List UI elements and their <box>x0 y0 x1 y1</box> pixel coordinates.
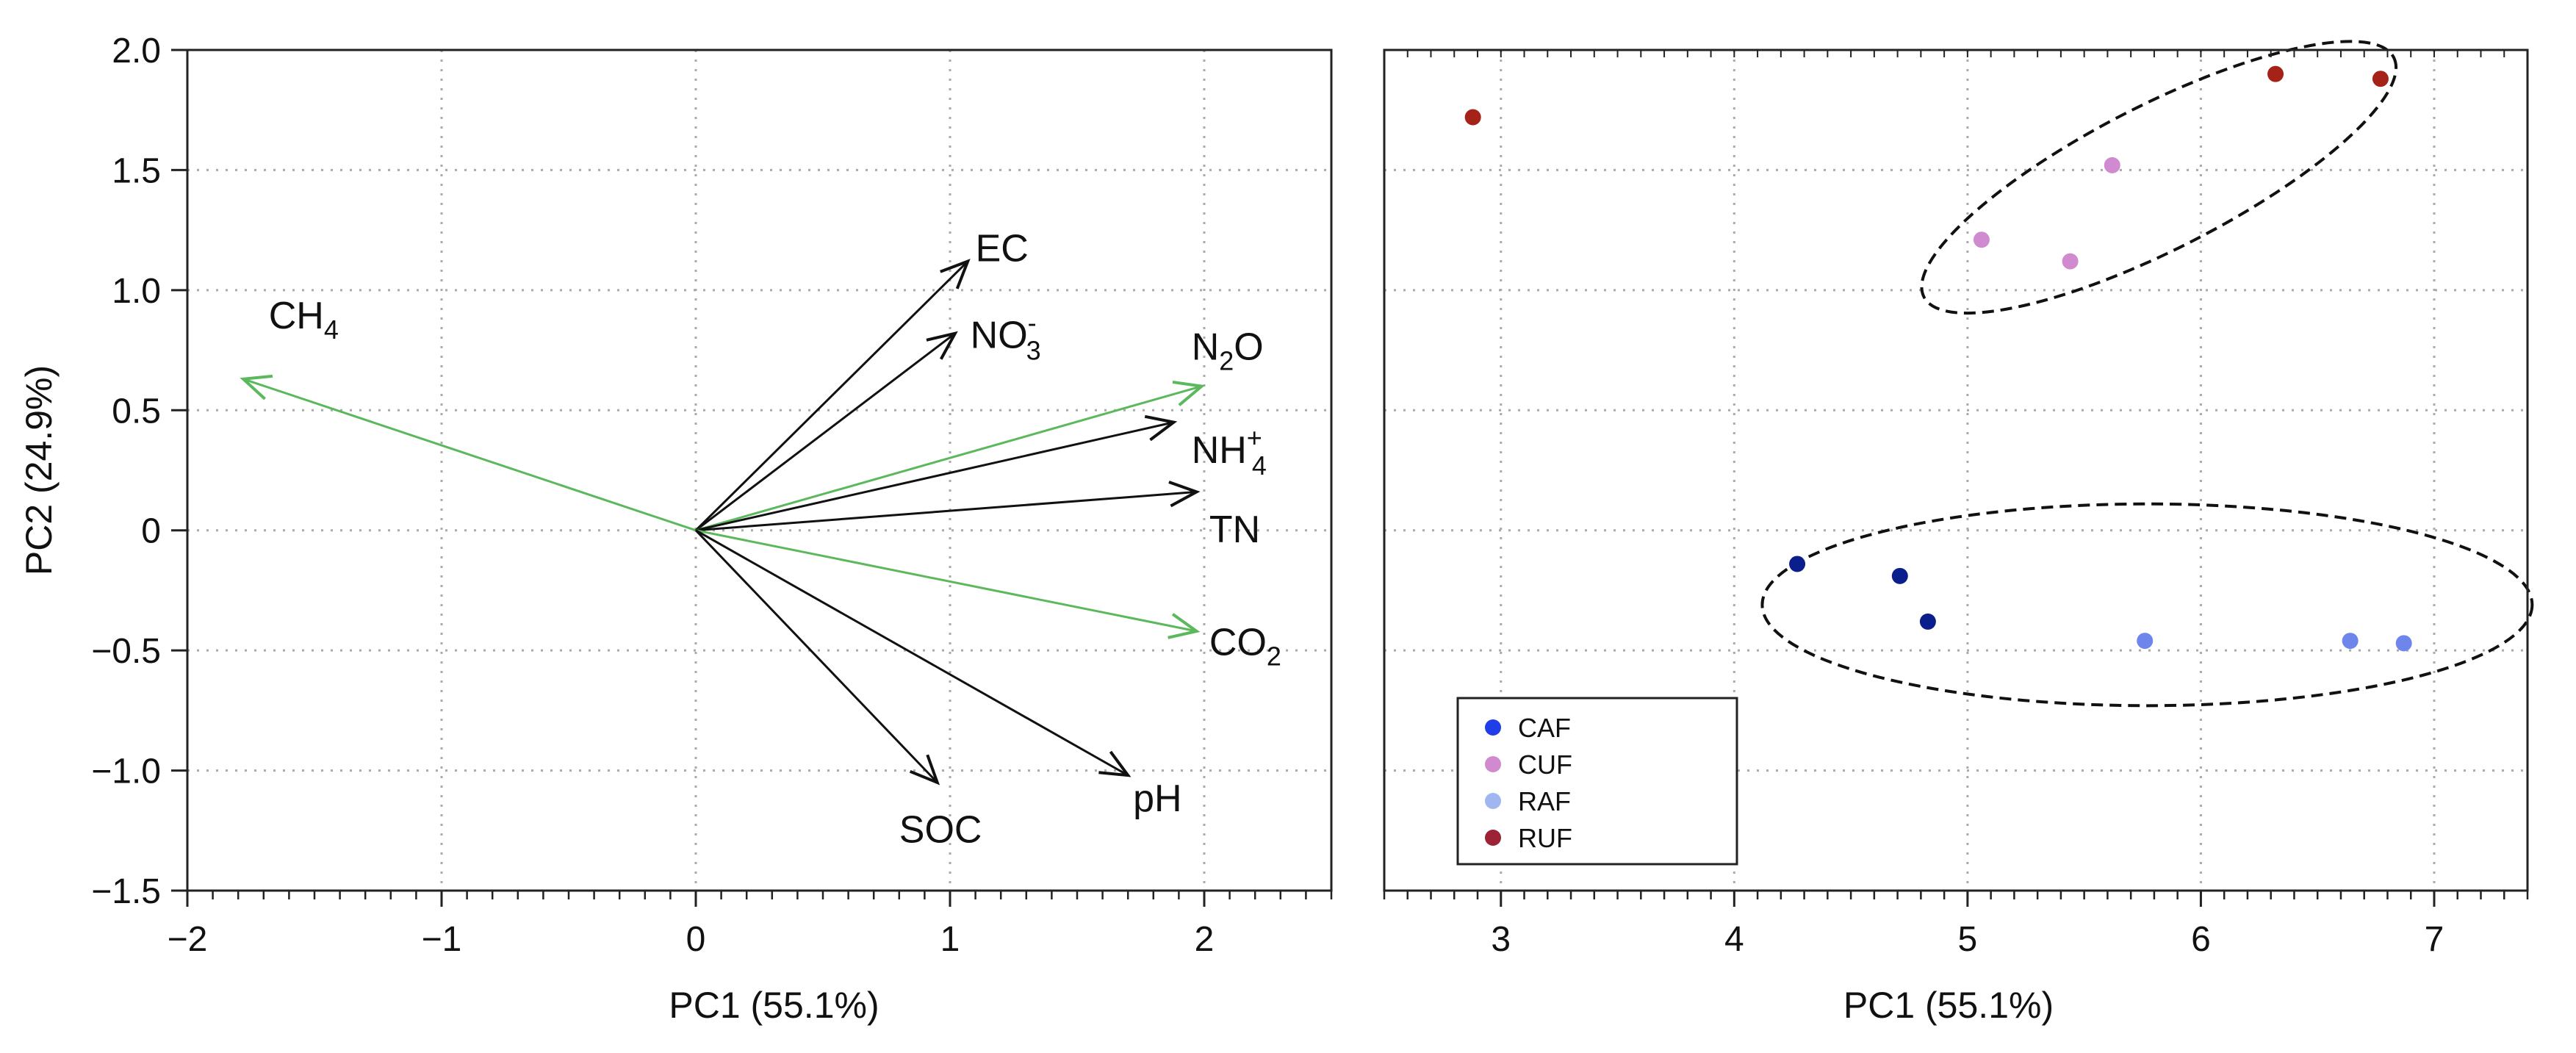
vector-label: NO-3 <box>971 307 1041 365</box>
vector-ec: EC <box>694 228 1029 531</box>
vector-arrowhead <box>1172 380 1206 406</box>
vector-ch4: CH4 <box>240 295 697 532</box>
biplot-x-axis-title: PC1 (55.1%) <box>669 985 879 1026</box>
vector-label: SOC <box>899 809 982 852</box>
vector-arrowhead <box>909 754 940 786</box>
x-tick-label: 5 <box>1958 920 1978 959</box>
vector-soc: SOC <box>694 529 982 852</box>
y-tick-label: −1.0 <box>91 752 161 791</box>
x-tick-label: −2 <box>168 920 208 959</box>
y-tick-label: −0.5 <box>91 632 161 671</box>
vector-arrowhead <box>1168 613 1201 639</box>
vector-arrowhead <box>1144 414 1178 442</box>
vector-label: CO2 <box>1209 622 1281 672</box>
scores-panel: 3 4 5 6 7 PC1 (55.1%) CAF CUF RAF RUF <box>1383 40 2534 1026</box>
biplot-x-ticks: −2 −1 0 1 2 <box>168 891 1333 959</box>
legend-marker <box>1485 756 1501 772</box>
x-tick-label: 7 <box>2425 920 2444 959</box>
vector-ph: pH <box>695 529 1182 820</box>
legend-label: RUF <box>1518 823 1572 853</box>
scores-frame <box>1383 48 2529 892</box>
x-tick-label: 0 <box>686 920 706 959</box>
legend-item-ruf: RUF <box>1485 823 1572 853</box>
x-tick-label: 6 <box>2191 920 2211 959</box>
point-ruf <box>2372 71 2389 87</box>
legend-marker <box>1485 719 1501 736</box>
legend-marker <box>1485 793 1501 809</box>
legend-label: CAF <box>1518 713 1571 743</box>
biplot-y-axis-title: PC2 (24.9%) <box>18 365 60 575</box>
group-ellipse-upper <box>1920 40 2398 315</box>
scores-x-axis-title: PC1 (55.1%) <box>1843 985 2054 1026</box>
score-points <box>1464 65 2412 652</box>
vector-label: N2O <box>1192 326 1264 376</box>
legend-marker <box>1485 830 1501 846</box>
point-cuf <box>1973 231 1990 248</box>
vector-arrowhead <box>240 374 273 400</box>
vector-n2o: N2O <box>695 326 1264 532</box>
scores-gridlines <box>1384 48 2528 892</box>
vector-arrowhead <box>940 259 971 290</box>
y-tick-label: 0 <box>141 512 161 551</box>
legend: CAF CUF RAF RUF <box>1456 697 1738 866</box>
vector-label: EC <box>976 228 1029 270</box>
biplot-frame <box>186 48 1333 892</box>
vector-line <box>694 529 938 783</box>
vector-tn: TN <box>695 481 1260 551</box>
y-tick-label: −1.5 <box>91 872 161 911</box>
point-caf <box>1919 613 1936 630</box>
legend-label: RAF <box>1518 786 1571 816</box>
loading-vectors: CH4 EC NO-3 N2O NH+ 4 TN CO2 SOC pH <box>240 228 1281 852</box>
x-tick-label: 4 <box>1724 920 1744 959</box>
vector-label: pH <box>1133 777 1181 820</box>
vector-line <box>695 385 1202 532</box>
point-cuf <box>2062 253 2079 270</box>
vector-label: CH4 <box>269 295 339 345</box>
legend-label: CUF <box>1518 750 1572 780</box>
point-caf <box>1789 556 1806 572</box>
group-ellipses <box>1760 40 2534 708</box>
y-tick-label: 1.0 <box>112 272 161 311</box>
legend-box <box>1456 697 1738 866</box>
point-cuf <box>2104 157 2120 173</box>
legend-item-caf: CAF <box>1485 713 1571 743</box>
x-tick-label: 3 <box>1491 920 1511 959</box>
vector-line <box>694 260 969 531</box>
vector-line <box>695 529 1129 777</box>
point-ruf <box>2267 65 2284 82</box>
x-tick-label: 1 <box>940 920 960 959</box>
group-ellipse-lower <box>1760 502 2534 708</box>
vector-arrowhead <box>926 331 958 360</box>
vector-label: NH+ 4 <box>1192 423 1267 481</box>
vector-line <box>695 421 1174 532</box>
y-tick-label: 0.5 <box>112 392 161 431</box>
point-caf <box>1891 567 1908 584</box>
vector-label: TN <box>1209 508 1260 551</box>
vector-arrowhead <box>1168 481 1201 508</box>
vector-line <box>695 529 1197 633</box>
point-raf <box>2395 635 2412 652</box>
legend-item-raf: RAF <box>1485 786 1571 816</box>
point-raf <box>2342 633 2359 650</box>
vector-no3: NO-3 <box>695 307 1041 531</box>
x-tick-label: −1 <box>422 920 462 959</box>
point-ruf <box>1464 109 1481 126</box>
vector-line <box>695 490 1197 532</box>
x-tick-label: 2 <box>1195 920 1215 959</box>
point-raf <box>2137 633 2154 650</box>
scores-x-ticks: 3 4 5 6 7 <box>1383 50 2529 959</box>
y-tick-label: 1.5 <box>112 151 161 190</box>
vector-line <box>695 332 956 531</box>
y-tick-label: 2.0 <box>112 32 161 71</box>
vector-nh4: NH+ 4 <box>695 414 1267 532</box>
vector-arrowhead <box>1098 750 1132 777</box>
legend-item-cuf: CUF <box>1485 750 1572 780</box>
vector-line <box>242 378 697 532</box>
biplot-y-ticks: −1.5 −1.0 −0.5 0 0.5 1.0 1.5 2.0 <box>91 32 187 911</box>
vector-co2: CO2 <box>695 529 1281 672</box>
